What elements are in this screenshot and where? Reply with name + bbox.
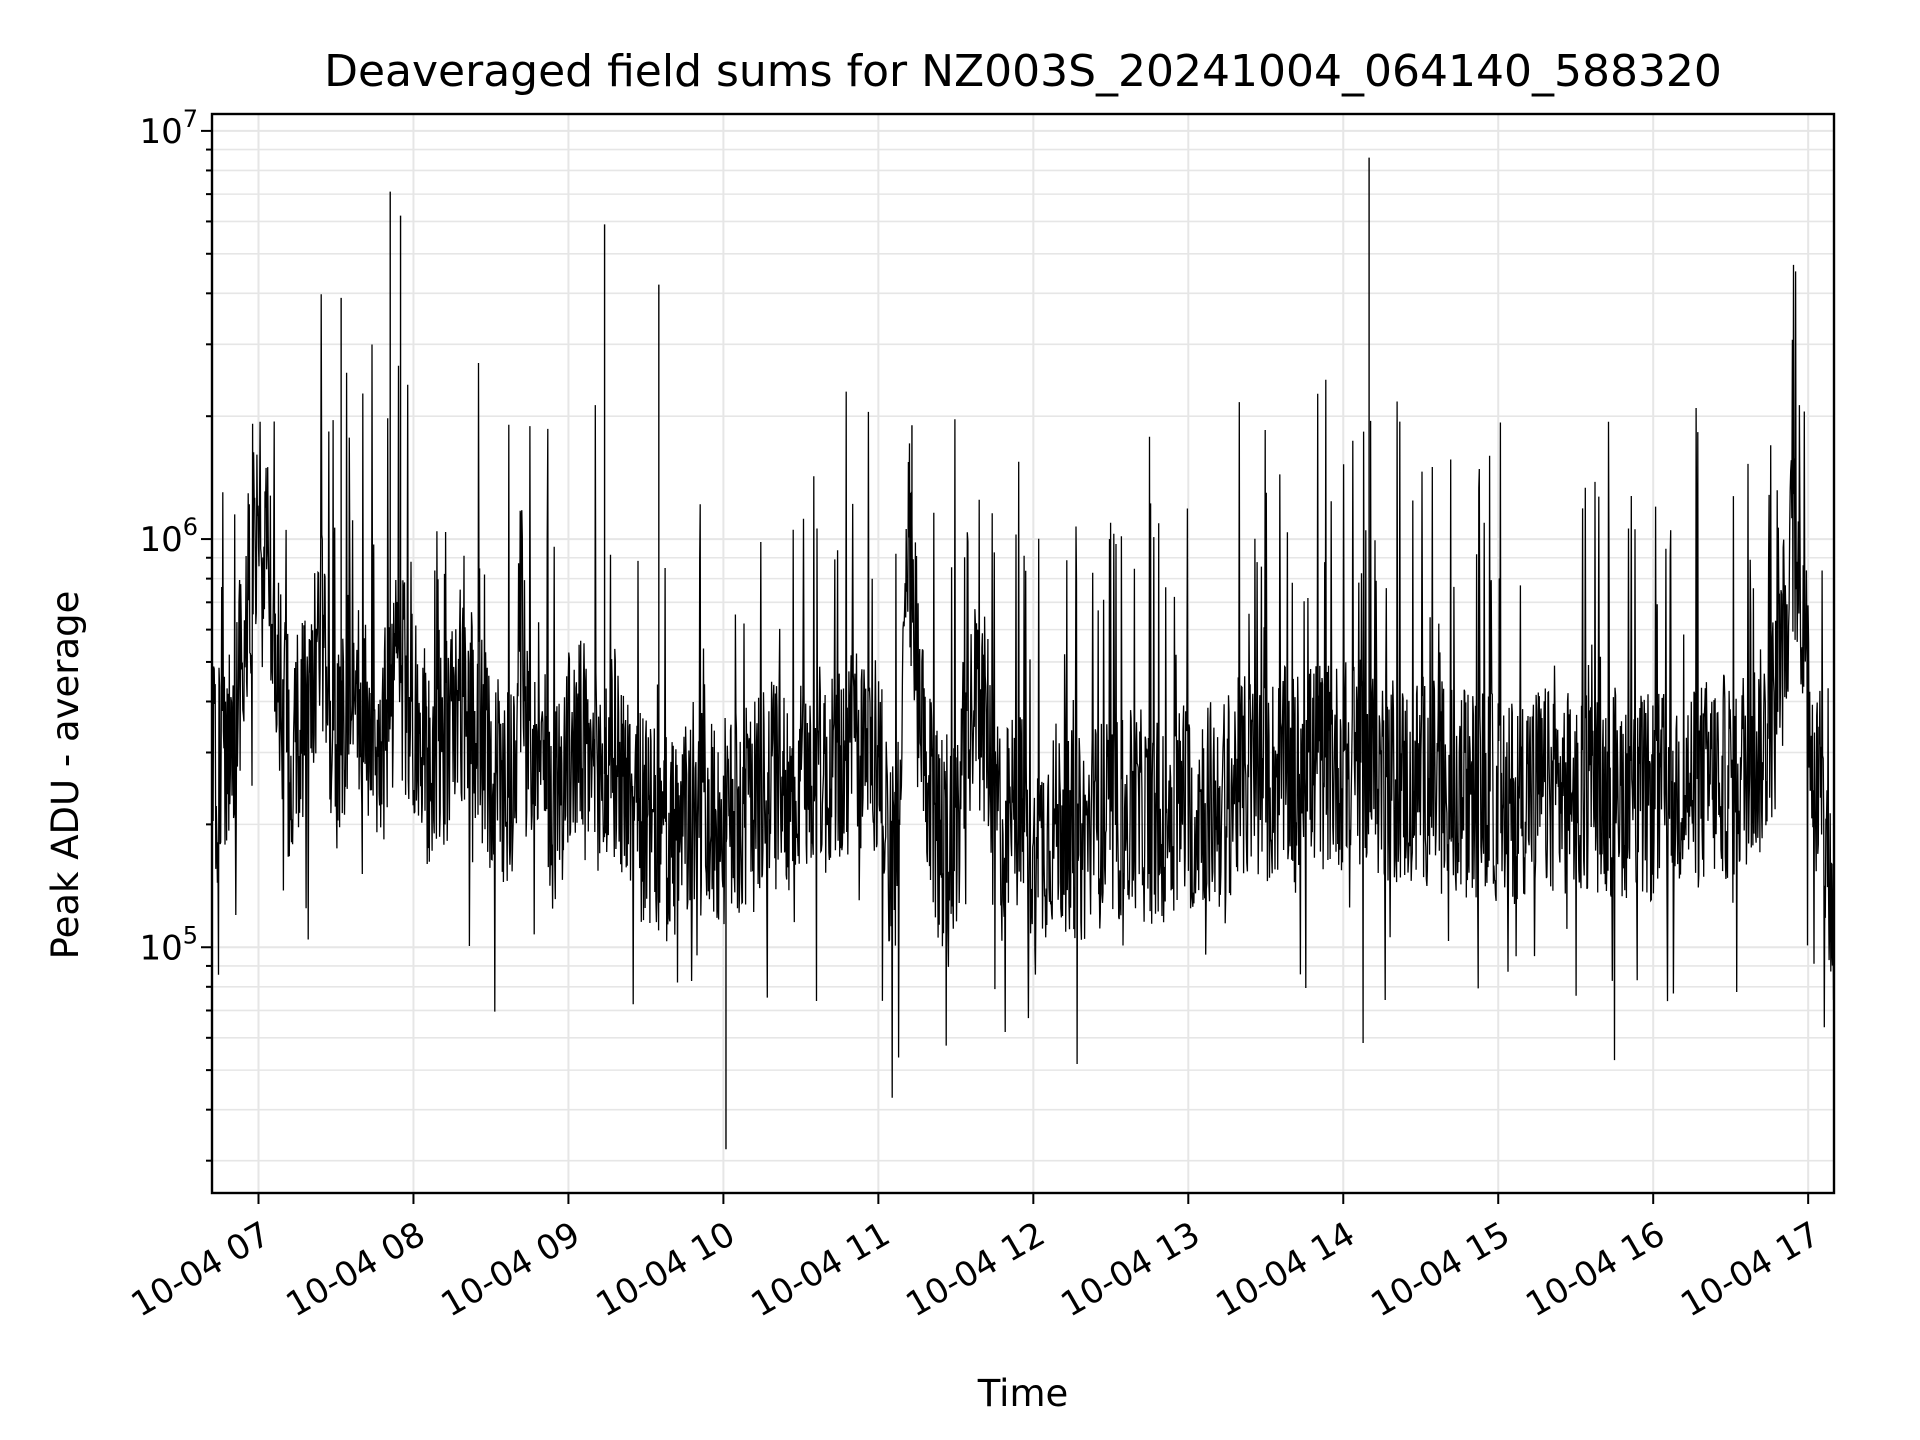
y-tick-label: 106 bbox=[139, 513, 198, 560]
chart-title: Deaveraged field sums for NZ003S_2024100… bbox=[324, 46, 1722, 97]
y-tick-label: 105 bbox=[139, 921, 198, 968]
y-axis-label: Peak ADU - average bbox=[44, 591, 87, 960]
series-line bbox=[211, 264, 1835, 1098]
x-axis-label: Time bbox=[977, 1372, 1069, 1415]
plot-frame bbox=[210, 112, 1836, 1195]
y-tick-label: 107 bbox=[139, 105, 198, 152]
data-layer bbox=[211, 157, 1835, 1150]
